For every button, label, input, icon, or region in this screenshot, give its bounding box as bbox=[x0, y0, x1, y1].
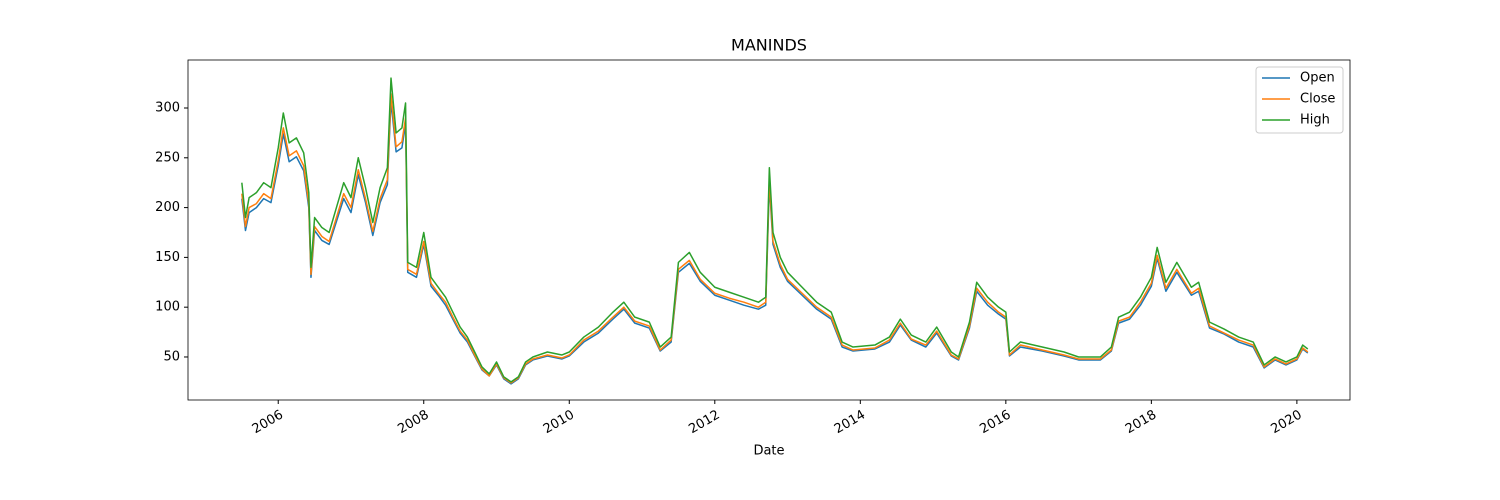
x-axis-label: Date bbox=[753, 444, 784, 459]
x-tick-label: 2006 bbox=[250, 408, 286, 438]
legend-label: Open bbox=[1300, 71, 1335, 86]
y-tick-label: 300 bbox=[155, 101, 180, 116]
y-tick-label: 250 bbox=[155, 150, 180, 165]
line-series bbox=[241, 100, 1309, 385]
chart-title: MANINDS bbox=[731, 36, 807, 55]
x-tick-label: 2018 bbox=[1123, 408, 1159, 438]
axes-frame bbox=[187, 59, 1351, 401]
x-tick-label: 2008 bbox=[395, 408, 431, 438]
x-tick-label: 2010 bbox=[541, 408, 577, 438]
y-tick-label: 50 bbox=[163, 349, 180, 364]
y-tick-label: 100 bbox=[155, 300, 180, 315]
x-tick-label: 2016 bbox=[977, 408, 1013, 438]
y-tick-label: 150 bbox=[155, 250, 180, 265]
line-series bbox=[241, 77, 1309, 383]
x-tick-label: 2020 bbox=[1268, 408, 1304, 438]
x-tick-label: 2014 bbox=[832, 408, 868, 438]
x-tick-label: 2012 bbox=[686, 408, 722, 438]
legend-box bbox=[1255, 66, 1344, 134]
line-series bbox=[241, 93, 1309, 384]
legend-label: Close bbox=[1300, 92, 1335, 107]
y-tick-label: 200 bbox=[155, 200, 180, 215]
legend-label: High bbox=[1300, 113, 1330, 128]
